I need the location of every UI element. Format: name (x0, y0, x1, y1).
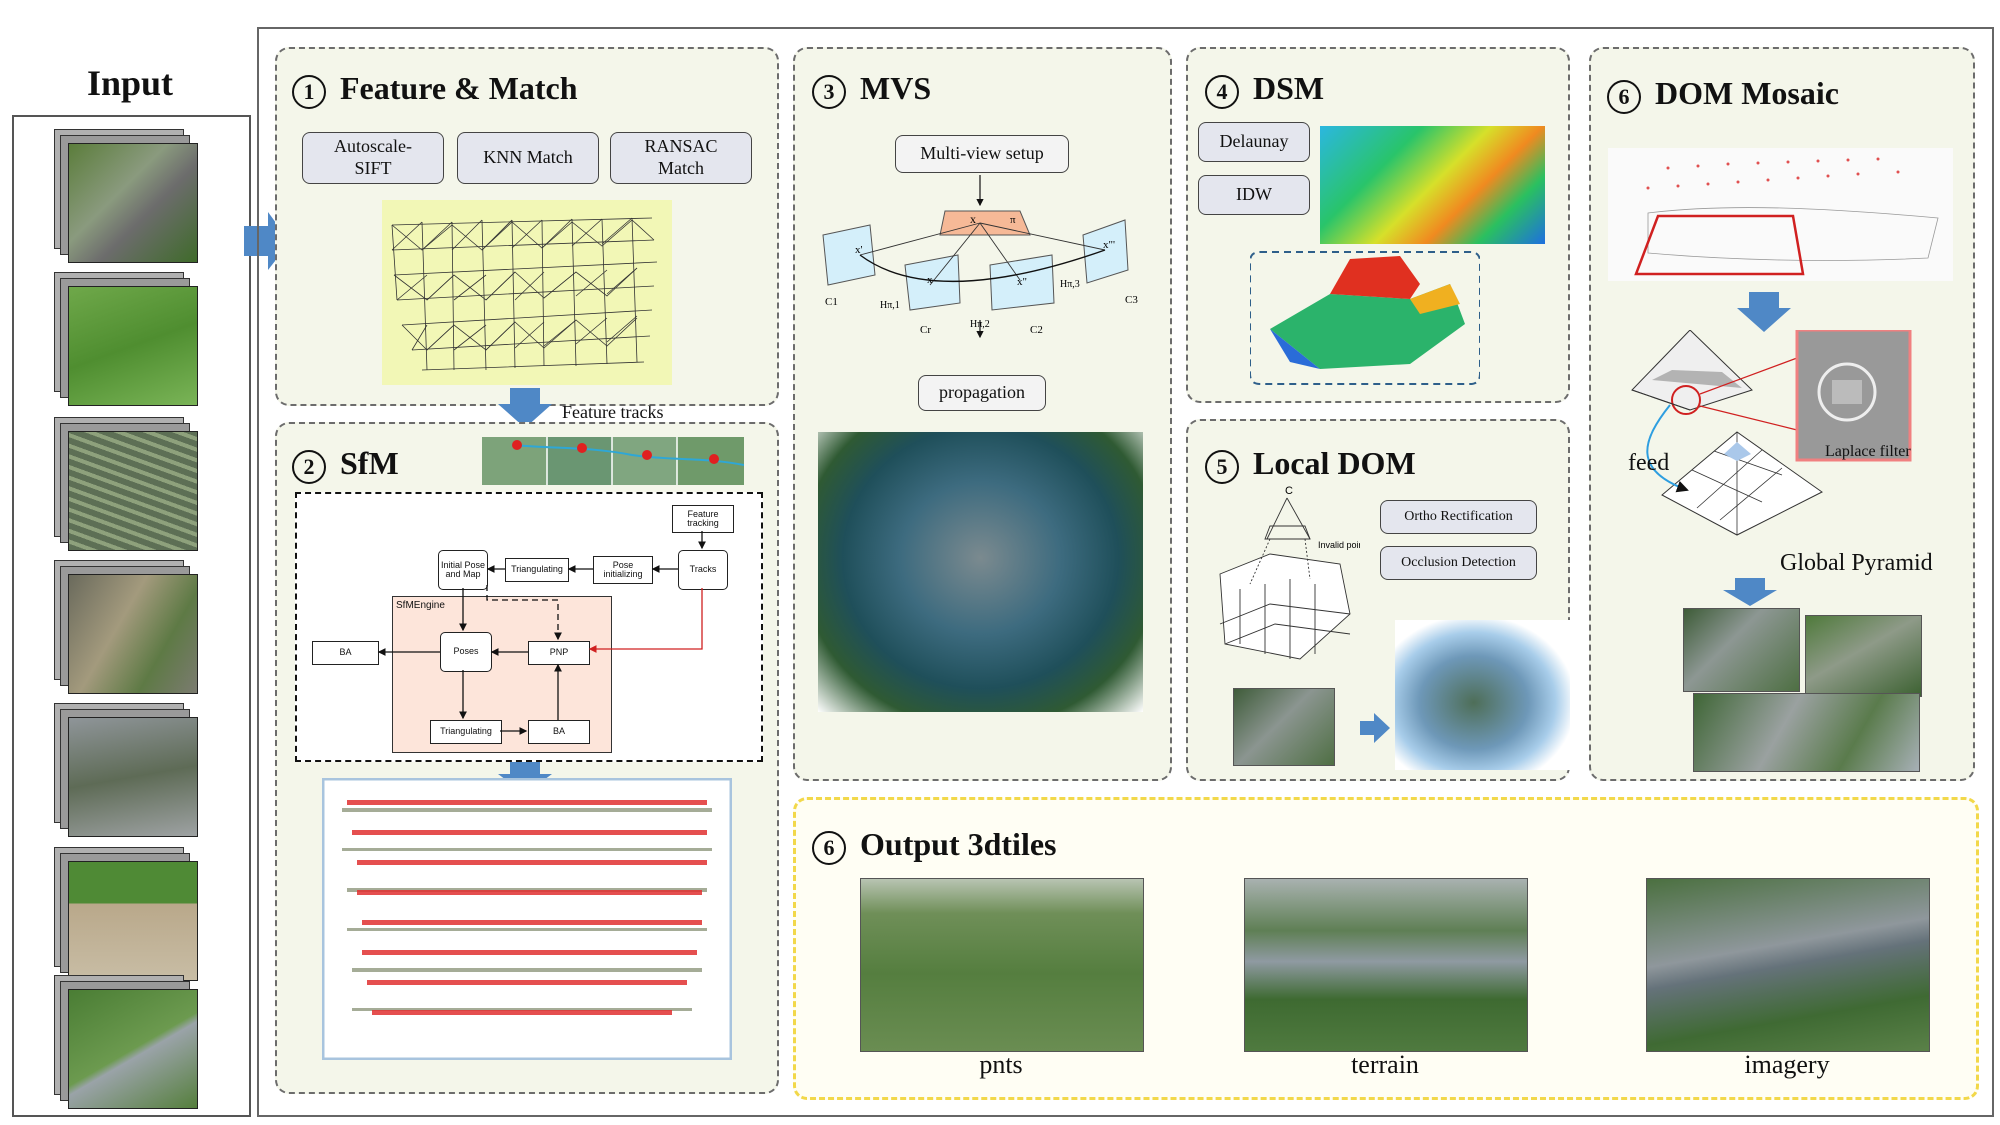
mosaic-tile-image-3 (1693, 693, 1920, 772)
output-terrain-image (1244, 878, 1528, 1052)
knn-match-button[interactable]: KNN Match (457, 132, 599, 184)
mosaic-camera-grid (1608, 148, 1953, 281)
delaunay-button[interactable]: Delaunay (1198, 122, 1310, 162)
sfm-engine-label: SfMEngine (396, 600, 445, 611)
svg-text:Hπ,1: Hπ,1 (880, 300, 900, 311)
idw-button[interactable]: IDW (1198, 175, 1310, 215)
svg-text:x: x (970, 212, 976, 226)
initial-pose-node: Initial Pose and Map (438, 550, 488, 590)
panel-dom-mosaic-title: 6 DOM Mosaic (1607, 75, 1839, 114)
local-dom-ortho-image (1395, 620, 1570, 770)
propagation-button[interactable]: propagation (918, 375, 1046, 411)
svg-text:C1: C1 (825, 296, 838, 308)
panel-mvs-title: 3 MVS (812, 70, 931, 109)
panel-local-dom-title: 5 Local DOM (1205, 445, 1416, 484)
laplace-filter-label: Laplace filter (1825, 443, 1911, 460)
ortho-projection-diagram: C Invalid point (1219, 485, 1360, 660)
arrow-down-icon (1737, 292, 1791, 332)
input-image-rooftops (54, 703, 219, 837)
input-image-solar (54, 417, 219, 551)
feed-label: feed (1628, 450, 1670, 476)
poses-node: Poses (440, 632, 492, 672)
output-pnts-image (860, 878, 1144, 1052)
panel-feature-match-title: 1 Feature & Match (292, 70, 578, 109)
svg-text:Hπ,3: Hπ,3 (1060, 279, 1080, 290)
svg-text:Invalid point: Invalid point (1318, 540, 1360, 550)
pnp-node: PNP (528, 641, 590, 665)
global-pyramid-label: Global Pyramid (1780, 550, 1933, 576)
local-dom-tile-image (1233, 688, 1335, 766)
sfm-flow-connectors (377, 531, 706, 735)
mosaic-tile-image-2 (1805, 615, 1922, 697)
svg-text:Cr: Cr (920, 324, 931, 336)
output-imagery-image (1646, 878, 1930, 1052)
triangulating-bottom-node: Triangulating (430, 720, 502, 744)
svg-text:C3: C3 (1125, 294, 1138, 306)
mosaic-tile-image-1 (1683, 608, 1800, 692)
svg-text:x": x" (1017, 276, 1027, 288)
multi-view-setup-button[interactable]: Multi-view setup (895, 135, 1069, 173)
svg-text:C2: C2 (1030, 324, 1043, 336)
occlusion-detection-button[interactable]: Occlusion Detection (1380, 546, 1537, 580)
panel-sfm-title: 2 SfM (292, 445, 399, 484)
input-title: Input (86, 63, 174, 103)
ba-bottom-node: BA (528, 720, 590, 744)
pose-init-node: Pose initializing (593, 556, 653, 584)
dsm-3d-surface (1250, 251, 1480, 385)
feature-tracking-node: Feature tracking (672, 505, 734, 533)
mvs-dense-model-image (818, 432, 1143, 712)
match-graph-image (382, 200, 672, 385)
feature-tracks-strip (482, 437, 744, 485)
svg-text:x"': x"' (1103, 239, 1115, 251)
output-imagery-caption: imagery (1744, 1050, 1830, 1079)
input-image-field (54, 272, 219, 406)
input-image-car (54, 975, 219, 1109)
panel-dsm-title: 4 DSM (1205, 70, 1324, 109)
tracks-node: Tracks (678, 550, 728, 590)
input-image-construction (54, 560, 219, 694)
arrow-down-icon (498, 388, 552, 428)
dsm-colormap-image (1320, 126, 1545, 244)
sparse-point-cloud (322, 778, 732, 1060)
ortho-rectification-button[interactable]: Ortho Rectification (1380, 500, 1537, 534)
mvs-geometry-diagram: x π x' x x" x"' C1 Cr C2 C3 Hπ,1 Hπ,2 Hπ… (822, 175, 1138, 339)
panel-output-title: 6 Output 3dtiles (812, 826, 1056, 865)
global-pyramid-diagram (1631, 330, 1912, 536)
feature-tracks-label: Feature tracks (562, 402, 664, 422)
svg-text:π: π (1010, 214, 1016, 226)
triangulating-top-node: Triangulating (505, 558, 569, 582)
ransac-match-button[interactable]: RANSAC Match (610, 132, 752, 184)
svg-text:x: x (927, 274, 933, 286)
pipeline-frame (257, 27, 1994, 1117)
arrow-down-icon (1723, 578, 1777, 606)
autoscale-sift-button[interactable]: Autoscale- SIFT (302, 132, 444, 184)
output-pnts-caption: pnts (979, 1050, 1023, 1079)
svg-text:x': x' (855, 244, 863, 256)
input-image-excavator (54, 847, 219, 981)
ba-left-node: BA (312, 641, 379, 665)
input-image-urban (54, 129, 219, 263)
input-image-stack (12, 115, 251, 1117)
svg-text:C: C (1285, 485, 1293, 497)
arrow-right-icon (1360, 713, 1390, 743)
output-terrain-caption: terrain (1351, 1050, 1419, 1079)
